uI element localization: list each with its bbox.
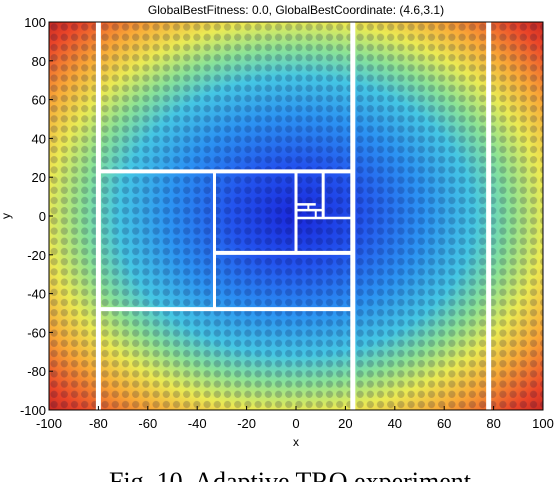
- x-tick-label: -80: [89, 416, 108, 431]
- x-tick-label: 60: [437, 416, 451, 431]
- y-tick-label: -40: [27, 287, 46, 302]
- y-tick-label: -60: [27, 325, 46, 340]
- y-tick-label: 0: [39, 209, 46, 224]
- partition-lines: [95, 22, 492, 410]
- chart-title: GlobalBestFitness: 0.0, GlobalBestCoordi…: [148, 3, 444, 17]
- x-tick-label: -60: [138, 416, 157, 431]
- y-tick-label: -100: [20, 403, 46, 418]
- x-axis-label: x: [293, 435, 299, 449]
- y-axis-label: y: [0, 213, 13, 219]
- x-tick-label: 40: [388, 416, 402, 431]
- x-tick-label: 80: [486, 416, 500, 431]
- x-tick-label: -20: [237, 416, 256, 431]
- y-tick-label: 80: [32, 54, 46, 69]
- x-tick-label: -100: [36, 416, 62, 431]
- x-tick-label: 0: [292, 416, 299, 431]
- figure-caption: Fig. 10. Adaptive TRO experiment: [109, 467, 472, 482]
- y-tick-label: 20: [32, 170, 46, 185]
- y-tick-label: 40: [32, 131, 46, 146]
- y-tick-label: -20: [27, 248, 46, 263]
- y-tick-label: 100: [24, 15, 46, 30]
- x-tick-label: 20: [338, 416, 352, 431]
- y-tick-label: 60: [32, 93, 46, 108]
- x-tick-label: -40: [188, 416, 207, 431]
- x-tick-label: 100: [532, 416, 554, 431]
- y-axis-ticks: 100 80 60 40 20 0 -20 -40 -60 -80 -100: [20, 15, 53, 418]
- y-tick-label: -80: [27, 364, 46, 379]
- x-axis-ticks: -100 -80 -60 -40 -20 0 20 40 60 80 100: [36, 406, 554, 431]
